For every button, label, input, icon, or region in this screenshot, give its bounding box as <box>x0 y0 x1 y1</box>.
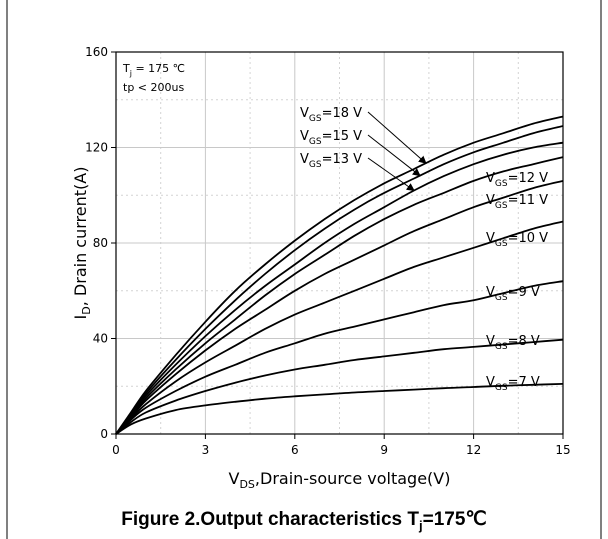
series-line <box>115 220 564 435</box>
series-lines <box>115 115 564 435</box>
series-label: VGS=18 V <box>300 106 362 124</box>
caption-subscript: j <box>418 517 423 533</box>
series-label: VGS=10 V <box>486 231 548 249</box>
y-tick-label: 120 <box>85 141 108 155</box>
condition-text: tp < 200us <box>123 81 184 94</box>
x-tick-label: 3 <box>202 443 210 457</box>
series-label: VGS=8 V <box>486 334 540 352</box>
x-tick-label: 15 <box>555 443 570 457</box>
series-label: VGS=13 V <box>300 152 362 170</box>
series-label: VGS=11 V <box>486 193 548 211</box>
series-line <box>115 383 564 435</box>
caption-tail: =175℃ <box>422 509 487 530</box>
series-label-arrow <box>367 111 427 164</box>
series-line <box>115 280 564 435</box>
axis-ticks: 0 3 6 9 12 15 0 40 80 120 160 <box>85 45 571 457</box>
x-tick-label: 12 <box>466 443 481 457</box>
series-label: VGS=15 V <box>300 129 362 147</box>
series-label: VGS=9 V <box>486 285 540 303</box>
series-line <box>115 141 564 435</box>
y-tick-label: 80 <box>93 236 108 250</box>
figure-caption: Figure 2.Output characteristics Tj=175℃ <box>0 508 608 533</box>
series-line <box>115 115 564 435</box>
y-tick-label: 160 <box>85 45 108 59</box>
y-tick-label: 0 <box>100 427 108 441</box>
y-axis-label: ID, Drain current(A) <box>71 167 93 320</box>
x-tick-label: 0 <box>112 443 120 457</box>
conditions-box: Tj = 175 ℃ tp < 200us <box>122 62 185 94</box>
x-tick-label: 6 <box>291 443 299 457</box>
series-label-arrow <box>367 134 421 177</box>
series-line <box>115 156 564 435</box>
series-line <box>115 180 564 435</box>
series-labels: VGS=18 V VGS=15 V VGS=13 V VGS=12 V VGS=11 V… <box>300 106 548 393</box>
y-tick-label: 40 <box>93 332 108 346</box>
series-label: VGS=7 V <box>486 375 540 393</box>
series-label: VGS=12 V <box>486 171 548 189</box>
caption-main: Figure 2.Output characteristics T <box>121 509 419 530</box>
series-line <box>115 338 564 435</box>
x-tick-label: 9 <box>380 443 388 457</box>
series-label-arrow <box>367 157 415 192</box>
x-axis-label: VDS,Drain-source voltage(V) <box>229 469 451 491</box>
series-line <box>115 125 564 435</box>
condition-text: Tj = 175 ℃ <box>122 62 185 78</box>
